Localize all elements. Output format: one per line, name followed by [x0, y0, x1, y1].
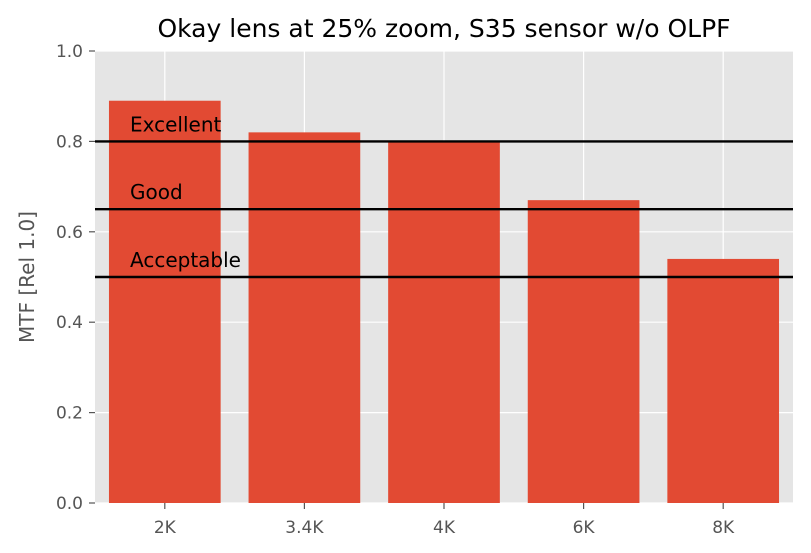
x-tick-label: 8K: [712, 518, 735, 538]
chart-title: Okay lens at 25% zoom, S35 sensor w/o OL…: [157, 14, 730, 43]
x-tick-label: 2K: [154, 518, 177, 538]
x-axis: 2K 3.4K 4K 6K 8K: [154, 503, 735, 538]
y-tick-label: 1.0: [56, 42, 83, 62]
bars: [108, 100, 780, 504]
bar-2k: [108, 100, 221, 503]
y-tick-label: 0.8: [56, 132, 83, 152]
y-axis-label: MTF [Rel 1.0]: [15, 211, 39, 343]
reference-label-excellent: Excellent: [130, 112, 222, 136]
reference-label-good: Good: [130, 180, 183, 204]
bar-3-4k: [248, 132, 361, 504]
y-tick-label: 0.4: [56, 313, 83, 333]
x-tick-label: 4K: [433, 518, 456, 538]
bar-6k: [527, 200, 640, 503]
x-tick-label: 6K: [573, 518, 596, 538]
x-tick-label: 3.4K: [285, 518, 324, 538]
bar-4k: [388, 141, 500, 503]
y-axis: 0.0 0.2 0.4 0.6 0.8 1.0: [56, 42, 95, 514]
y-tick-label: 0.6: [56, 223, 83, 243]
reference-label-acceptable: Acceptable: [130, 248, 241, 272]
bar-8k: [667, 258, 780, 503]
reference-lines: Excellent Good Acceptable: [95, 112, 793, 279]
y-tick-label: 0.0: [56, 494, 83, 514]
y-tick-label: 0.2: [56, 404, 83, 424]
